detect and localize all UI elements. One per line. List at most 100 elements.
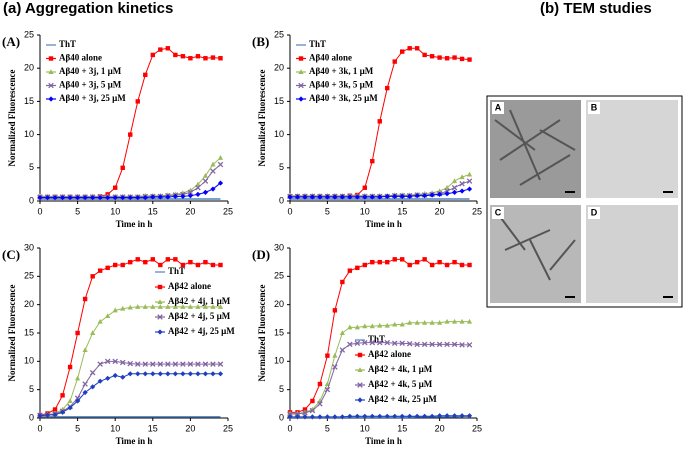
marker [120, 305, 126, 311]
marker [202, 172, 209, 178]
marker [444, 188, 450, 194]
marker [172, 193, 178, 199]
marker [75, 330, 80, 336]
legend-marker [298, 69, 304, 74]
legend-label: Aβ42 + 4j, 1 µM [168, 296, 231, 306]
x-tick-label: 25 [472, 423, 482, 433]
y-tick-label: 10 [24, 129, 34, 139]
marker [75, 195, 81, 201]
marker [437, 55, 442, 60]
marker [369, 194, 375, 200]
x-tick-label: 20 [435, 423, 445, 433]
marker [429, 54, 435, 59]
tem-image [490, 205, 581, 303]
y-axis-label: Normalized Fluorescence [257, 284, 267, 381]
marker [135, 195, 141, 201]
marker [317, 401, 323, 407]
legend-label: Aβ40 + 3k, 1 µM [309, 66, 374, 76]
marker [82, 347, 88, 352]
marker [347, 341, 353, 348]
marker [105, 313, 111, 318]
legend-marker [357, 397, 363, 403]
legend-marker [357, 352, 363, 358]
marker [142, 361, 149, 367]
marker [355, 265, 360, 271]
x-tick-label: 5 [75, 423, 80, 433]
marker [370, 259, 375, 265]
x-tick-label: 25 [223, 423, 233, 433]
marker [90, 384, 96, 390]
marker [414, 46, 420, 51]
marker [120, 165, 125, 170]
marker [451, 178, 458, 184]
marker [143, 72, 148, 78]
x-tick-label: 10 [360, 206, 370, 216]
marker [339, 194, 345, 200]
marker [407, 320, 413, 325]
marker [158, 47, 163, 52]
marker [309, 406, 316, 412]
marker [195, 371, 201, 377]
marker [217, 161, 224, 168]
tem-label-bg [492, 207, 504, 219]
series-line [39, 306, 221, 416]
marker [437, 320, 443, 325]
marker [429, 413, 435, 419]
marker [325, 353, 330, 358]
y-tick-label: 30 [274, 242, 284, 252]
marker [37, 195, 43, 201]
marker [180, 193, 186, 199]
panel-label: (B) [252, 34, 269, 49]
scale-bar [565, 191, 673, 298]
legend-marker [357, 367, 363, 372]
marker [421, 341, 428, 348]
marker [203, 56, 208, 61]
marker [187, 361, 194, 367]
legend-label: ThT [59, 39, 76, 49]
marker [97, 268, 103, 273]
marker [150, 371, 156, 377]
tem-figure: A B C D [486, 95, 683, 308]
legend-marker [357, 382, 363, 388]
marker [90, 330, 96, 335]
marker [384, 339, 390, 346]
marker [150, 304, 156, 309]
y-axis-label: Normalized Fluorescence [7, 284, 17, 381]
marker [67, 405, 73, 411]
marker [347, 194, 353, 200]
marker [210, 55, 216, 60]
legend-label: Aβ40 + 3j, 25 µM [59, 93, 126, 103]
tem-label: B [591, 102, 598, 112]
marker [44, 195, 51, 201]
marker [347, 324, 353, 330]
marker [172, 371, 178, 377]
marker [362, 413, 368, 419]
marker [67, 364, 73, 370]
marker [422, 193, 428, 199]
marker [437, 259, 442, 265]
marker [324, 386, 331, 393]
marker [302, 410, 308, 416]
marker [210, 361, 216, 367]
y-tick-label: 10 [24, 356, 34, 366]
tem-image [586, 100, 678, 198]
legend-label: ThT [368, 334, 385, 344]
tem-label: A [495, 102, 502, 112]
marker [302, 194, 308, 200]
marker [82, 296, 88, 302]
marker [414, 259, 420, 265]
marker [119, 359, 126, 366]
legend-label: Aβ40 alone [309, 53, 352, 63]
tem-label: D [591, 207, 598, 217]
marker [180, 371, 186, 377]
marker [339, 330, 345, 335]
marker [309, 414, 316, 420]
marker [82, 381, 88, 387]
marker [180, 304, 186, 309]
x-tick-label: 10 [110, 423, 120, 433]
legend-marker [157, 329, 163, 335]
marker [451, 318, 458, 324]
marker [195, 262, 201, 268]
marker [142, 304, 148, 309]
marker [384, 322, 390, 328]
